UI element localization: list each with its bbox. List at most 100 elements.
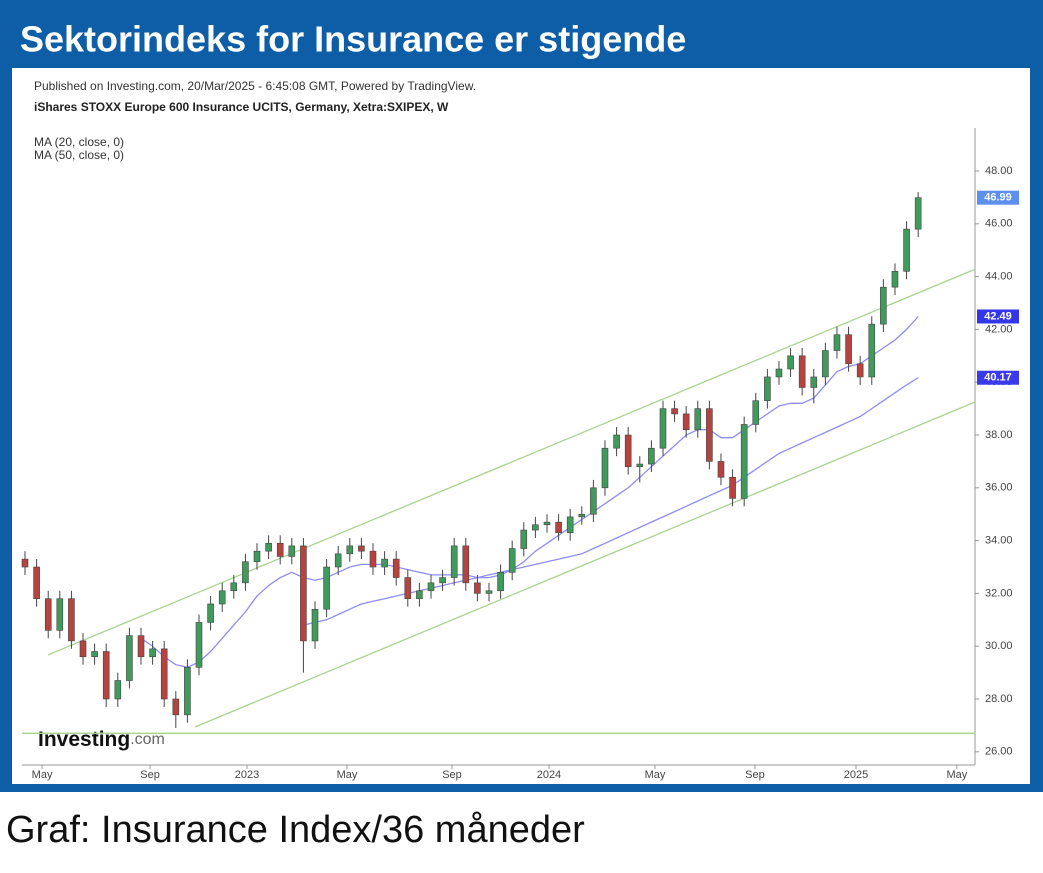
candle-body: [798, 355, 806, 388]
candle-body: [868, 323, 876, 378]
candle-body: [856, 363, 864, 378]
y-tick-label: 48.00: [985, 165, 1013, 177]
candle-body: [218, 590, 226, 605]
candle-body: [914, 197, 922, 230]
price-label-box: [977, 190, 1019, 205]
candle-body: [381, 558, 388, 568]
candle-body: [160, 648, 168, 700]
candle-body: [659, 408, 667, 449]
y-tick-label: 34.00: [985, 535, 1013, 547]
candle-body: [300, 545, 307, 642]
candle-body: [207, 603, 214, 623]
candle-body: [624, 434, 632, 467]
candle-body: [590, 487, 597, 515]
legend-entry: MA (50, close, 0): [34, 148, 124, 162]
candle-body: [21, 558, 29, 568]
price-label: 42.49: [984, 310, 1012, 322]
candle-body: [114, 680, 122, 700]
candle-body: [230, 582, 238, 592]
candle-body: [334, 553, 342, 568]
candle-body: [323, 566, 330, 610]
candle-body: [891, 271, 899, 288]
candle-body: [462, 545, 470, 584]
y-tick-label: 28.00: [985, 693, 1013, 705]
trend-line: [194, 401, 976, 728]
x-tick-label: May: [337, 769, 358, 781]
candle-body: [416, 590, 423, 599]
candle-body: [195, 622, 203, 668]
candle-body: [79, 640, 87, 658]
candle-body: [474, 582, 481, 594]
candle-body: [358, 545, 365, 552]
candle-body: [311, 608, 319, 642]
candle-body: [729, 476, 736, 499]
candle-body: [508, 548, 516, 573]
candle-body: [822, 350, 829, 378]
y-tick-label: 32.00: [985, 587, 1013, 599]
x-tick-label: Sep: [140, 769, 160, 781]
candle-body: [276, 542, 284, 557]
candle-body: [752, 400, 760, 425]
candle-body: [485, 590, 493, 594]
candle-body: [636, 463, 644, 467]
x-tick-label: 2024: [537, 769, 561, 781]
candle-body: [91, 651, 98, 658]
candle-body: [682, 413, 690, 431]
logo-main: Investing: [38, 728, 130, 751]
candle-body: [184, 667, 191, 716]
candle-body: [543, 521, 551, 526]
candle-body: [56, 598, 64, 631]
candle-body: [880, 286, 887, 325]
candle-body: [346, 545, 354, 555]
candle-body: [497, 571, 504, 592]
x-tick-label: May: [947, 769, 968, 781]
x-tick-label: May: [32, 769, 53, 781]
x-tick-label: Sep: [745, 769, 765, 781]
candle-body: [102, 651, 110, 700]
candle-body: [137, 635, 145, 658]
candle-body: [566, 516, 574, 533]
y-tick-label: 38.00: [985, 429, 1013, 441]
candle-body: [33, 566, 40, 599]
y-tick-label: 30.00: [985, 640, 1013, 652]
chart-title: Published on Investing.com, 20/Mar/2025 …: [34, 79, 476, 93]
candle-body: [694, 408, 702, 431]
candle-body: [242, 561, 249, 584]
candle-body: [439, 577, 446, 584]
candle-body: [740, 424, 748, 499]
candle-body: [288, 545, 296, 557]
x-tick-label: May: [645, 769, 666, 781]
price-label-box: [977, 370, 1019, 385]
candle-body: [764, 376, 771, 401]
candle-body: [648, 447, 655, 465]
y-tick-label: 36.00: [985, 482, 1013, 494]
candle-body: [903, 228, 910, 272]
candle-body: [392, 558, 400, 578]
candle-body: [578, 513, 586, 518]
logo-suffix: .com: [130, 731, 165, 748]
candle-body: [787, 355, 794, 370]
candle-body: [555, 521, 562, 533]
candle-body: [717, 461, 725, 478]
chart-subtitle: iShares STOXX Europe 600 Insurance UCITS…: [34, 100, 449, 114]
x-tick-label: 2023: [235, 769, 259, 781]
candle-body: [253, 550, 261, 563]
ma-line: [140, 316, 919, 668]
candle-body: [520, 529, 528, 549]
candle-body: [44, 598, 52, 631]
trend-line: [47, 268, 976, 656]
page-title: Sektorindeks for Insurance er stigende: [20, 19, 686, 60]
candle-body: [369, 550, 377, 568]
caption: Graf: Insurance Index/36 måneder: [6, 809, 585, 851]
candle-body: [172, 698, 180, 716]
candle-body: [149, 648, 156, 658]
candle-body: [833, 334, 841, 351]
candle-body: [671, 408, 678, 415]
candle-body: [126, 635, 133, 681]
candle-body: [404, 577, 412, 599]
candle-body: [68, 598, 75, 642]
candle-body: [427, 582, 435, 592]
legend-entry: MA (20, close, 0): [34, 135, 124, 149]
